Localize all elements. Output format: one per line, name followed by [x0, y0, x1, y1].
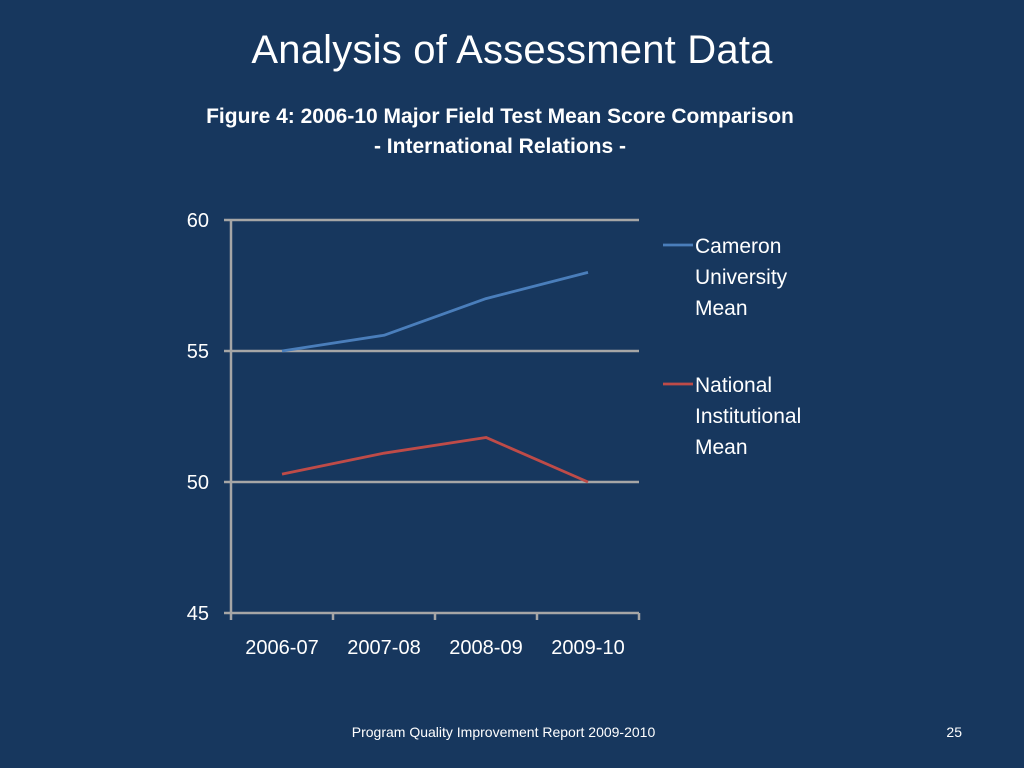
- series-lines: [281, 271, 589, 484]
- legend-label-line: Institutional: [695, 405, 801, 428]
- x-tick-label: 2007-08: [347, 637, 420, 659]
- legend-label-line: University: [695, 266, 788, 289]
- legend-label-line: National: [695, 374, 772, 397]
- axes: 45 50 55 60 2006-07 2007-08 2008-09 2009-10: [187, 210, 641, 659]
- y-tick-label: 50: [187, 472, 209, 494]
- legend-label-line: Mean: [695, 436, 748, 459]
- slide-title: Analysis of Assessment Data: [251, 28, 773, 72]
- y-tick-label: 55: [187, 341, 209, 363]
- y-tick-label: 60: [187, 210, 209, 232]
- legend-label-1: Cameron University Mean: [695, 235, 788, 320]
- series-line-1: [281, 271, 589, 353]
- y-tick-label: 45: [187, 603, 209, 625]
- legend-label-2: National Institutional Mean: [695, 374, 801, 459]
- series-line-2: [281, 436, 589, 484]
- x-tick-label: 2009-10: [551, 637, 624, 659]
- figure-title-line: Figure 4: 2006-10 Major Field Test Mean …: [206, 105, 794, 128]
- x-tick-label: 2006-07: [245, 637, 318, 659]
- legend-label-line: Cameron: [695, 235, 781, 258]
- figure-title: Figure 4: 2006-10 Major Field Test Mean …: [140, 102, 860, 162]
- legend-label-line: Mean: [695, 297, 748, 320]
- slide-footer: Program Quality Improvement Report 2009-…: [351, 724, 656, 740]
- page-number: 25: [946, 724, 962, 740]
- legend: Cameron University Mean National Institution…: [663, 235, 801, 459]
- x-tick-label: 2008-09: [449, 637, 522, 659]
- figure-subtitle-line: - International Relations -: [373, 135, 627, 158]
- gridlines: [231, 218, 639, 484]
